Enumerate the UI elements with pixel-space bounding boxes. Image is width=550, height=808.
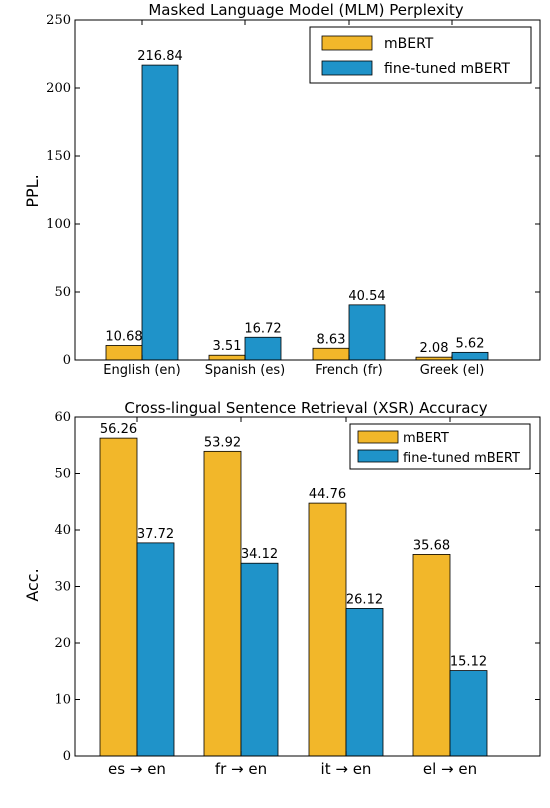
chart2-ytick-label: 0 — [63, 749, 71, 764]
chart2-ytick-label: 60 — [54, 410, 71, 425]
chart2-bar-finetuned — [449, 670, 488, 757]
chart1-ytick-label: 100 — [46, 217, 71, 232]
chart1-legend-swatch-mbert — [321, 35, 373, 51]
chart1-data-label: 216.84 — [137, 49, 183, 64]
chart2-title: Cross-lingual Sentence Retrieval (XSR) A… — [124, 399, 487, 417]
chart2-data-label: 34.12 — [241, 547, 278, 562]
chart1-data-label: 40.54 — [348, 289, 385, 304]
chart2-ytick-label: 50 — [54, 467, 71, 482]
chart1-category-label: Greek (el) — [420, 363, 485, 378]
chart1-legend-label-mbert: mBERT — [384, 36, 434, 52]
chart2-data-label: 26.12 — [346, 592, 383, 607]
chart2-ytick-label: 10 — [54, 693, 71, 708]
xsr-accuracy-chart: Cross-lingual Sentence Retrieval (XSR) A… — [23, 399, 541, 778]
chart2-data-label: 15.12 — [450, 655, 487, 670]
chart1-bar-finetuned — [348, 304, 386, 361]
chart2-bar-finetuned — [345, 608, 384, 757]
chart2-legend-label-mbert: mBERT — [403, 431, 449, 446]
chart2-category-label: fr → en — [215, 760, 267, 778]
chart1-ytick-label: 0 — [63, 353, 71, 368]
chart1-legend-label-finetuned: fine-tuned mBERT — [384, 61, 510, 77]
chart1-ytick-label: 250 — [46, 13, 71, 28]
chart2-ytick-label: 30 — [54, 580, 71, 595]
chart1-bar-finetuned — [141, 64, 179, 361]
chart2-data-label: 53.92 — [204, 435, 241, 450]
chart1-bar-mbert — [312, 347, 350, 361]
chart2-data-label: 44.76 — [309, 487, 346, 502]
chart1-category-label: English (en) — [103, 363, 180, 378]
chart2-data-label: 35.68 — [413, 538, 450, 553]
chart2-data-label: 37.72 — [137, 527, 174, 542]
chart1-data-label: 2.08 — [420, 341, 449, 356]
chart2-bar-mbert — [99, 437, 138, 757]
chart2-bar-finetuned — [136, 542, 175, 757]
chart2-ytick-label: 40 — [54, 523, 71, 538]
chart2-legend-swatch-mbert — [357, 430, 399, 444]
chart2-category-label: el → en — [423, 760, 477, 778]
chart1-category-label: French (fr) — [315, 363, 382, 378]
chart2-bar-mbert — [308, 502, 347, 757]
chart2-category-label: es → en — [108, 760, 166, 778]
chart2-ylabel: Acc. — [23, 568, 42, 601]
chart1-data-label: 16.72 — [244, 321, 281, 336]
chart2-bar-mbert — [203, 450, 242, 757]
chart1-data-label: 5.62 — [456, 336, 485, 351]
chart1-ytick-label: 50 — [54, 285, 71, 300]
mlm-perplexity-chart: Masked Language Model (MLM) Perplexity P… — [23, 1, 541, 378]
chart1-category-label: Spanish (es) — [205, 363, 285, 378]
chart1-data-label: 10.68 — [105, 329, 142, 344]
chart1-legend-swatch-finetuned — [321, 60, 373, 76]
chart2-plot-frame — [74, 416, 541, 757]
chart1-plot-frame — [74, 19, 541, 361]
chart1-bar-mbert — [105, 345, 143, 361]
chart1-title: Masked Language Model (MLM) Perplexity — [148, 1, 463, 19]
chart2-ytick-label: 20 — [54, 636, 71, 651]
chart1-data-label: 3.51 — [213, 339, 242, 354]
chart1-ytick-label: 150 — [46, 149, 71, 164]
chart1-ylabel: PPL. — [23, 174, 42, 207]
chart2-legend-label-finetuned: fine-tuned mBERT — [403, 451, 520, 466]
chart2-legend-swatch-finetuned — [357, 449, 399, 463]
chart2-legend: mBERT fine-tuned mBERT — [349, 423, 531, 470]
chart1-data-label: 8.63 — [317, 332, 346, 347]
chart1-bar-finetuned — [244, 336, 282, 361]
chart2-bar-finetuned — [240, 562, 279, 757]
chart1-ytick-label: 200 — [46, 81, 71, 96]
chart1-legend: mBERT fine-tuned mBERT — [309, 26, 532, 84]
chart2-data-label: 56.26 — [100, 422, 137, 437]
chart2-bar-mbert — [412, 554, 451, 757]
chart1-bar-finetuned — [451, 351, 489, 361]
chart1-bar-mbert — [208, 354, 246, 361]
chart2-category-label: it → en — [321, 760, 372, 778]
